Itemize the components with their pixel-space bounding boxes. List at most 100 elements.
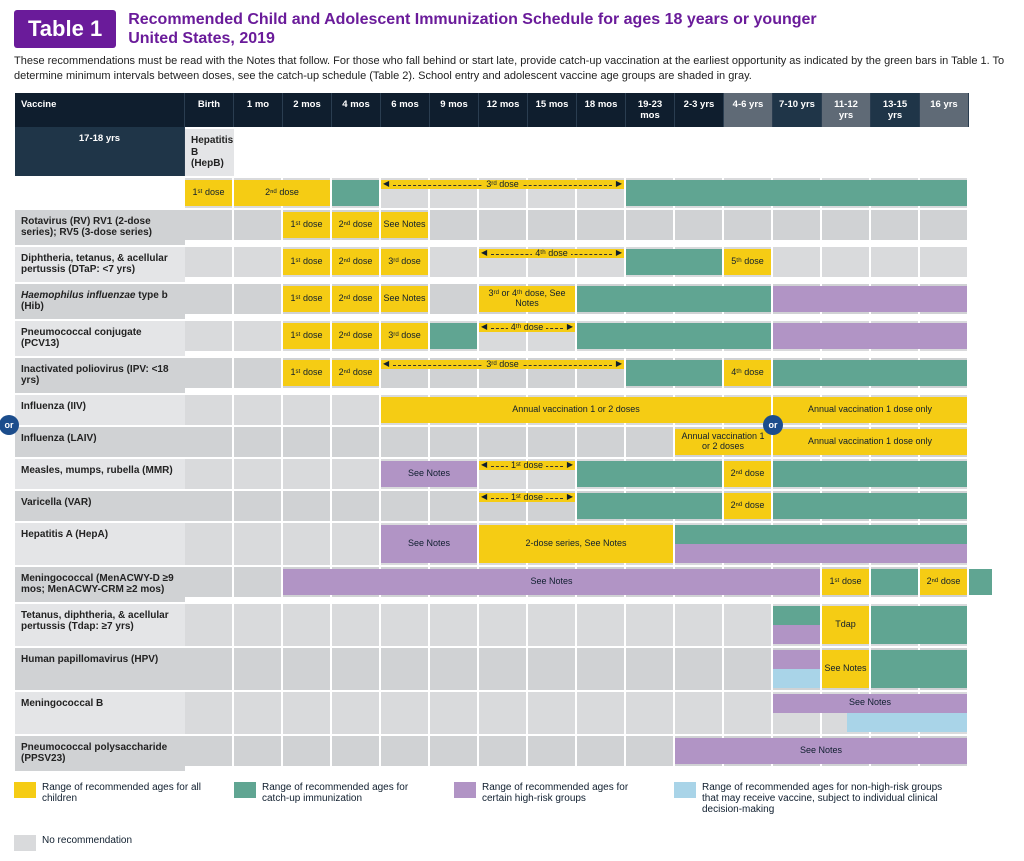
vaccine-name: Hepatitis B (HepB) [185,127,234,176]
dose-bar: 4ᵗʰ dose [479,249,624,259]
dose-bar: Annual vaccination 1 or 2 doses [675,429,771,455]
dose-bar: 2ⁿᵈ dose [332,286,379,312]
vaccine-name: Pneumococcal conjugate (PCV13) [15,319,185,356]
col-header: 18 mos [577,93,626,127]
dose-bar [773,461,967,487]
dose-bar [675,525,967,544]
vaccine-row: See Notes1ˢᵗ dose2ⁿᵈ dose [185,565,969,597]
col-header: 1 mo [234,93,283,127]
vaccine-row: 1ˢᵗ dose2ⁿᵈ dose3ʳᵈ dose [185,176,969,208]
vaccine-row: See Notes [185,646,969,690]
vaccine-row: Annual vaccination 1 or 2 dosesAnnual va… [185,425,969,457]
dose-bar: 1ˢᵗ dose [283,249,330,275]
col-header: 11-12 yrs [822,93,871,127]
dose-bar: Annual vaccination 1 or 2 doses [381,397,771,423]
legend-gray-label: No recommendation [42,835,132,846]
col-header: 2 mos [283,93,332,127]
dose-bar [773,625,820,644]
col-header: 2-3 yrs [675,93,724,127]
dose-bar: Annual vaccination 1 dose only [773,397,967,423]
dose-bar: 2-dose series, See Notes [479,525,673,563]
dose-bar: 1ˢᵗ dose [479,493,575,503]
dose-bar [773,650,820,669]
vaccine-row: Annual vaccination 1 or 2 dosesAnnual va… [185,393,969,425]
or-badge: or [763,415,783,435]
dose-bar: 1ˢᵗ dose [822,569,869,595]
dose-bar: See Notes [822,650,869,688]
legend-purple-label: Range of recommended ages for certain hi… [482,782,654,804]
dose-bar: 4ᵗʰ dose [479,323,575,333]
col-header: 9 mos [430,93,479,127]
dose-bar: 3ʳᵈ dose [381,360,624,370]
dose-bar: Tdap [822,606,869,644]
dose-bar: 2ⁿᵈ dose [332,249,379,275]
dose-bar: 1ˢᵗ dose [283,212,330,238]
title-lines: Recommended Child and Adolescent Immuniz… [128,10,816,48]
title-line-1: Recommended Child and Adolescent Immuniz… [128,10,816,29]
dose-bar [871,625,967,644]
dose-bar: 1ˢᵗ dose [479,461,575,471]
dose-bar: 1ˢᵗ dose [283,286,330,312]
schedule-grid: VaccineBirth1 mo2 mos4 mos6 mos9 mos12 m… [14,92,1010,772]
col-header: 19-23 mos [626,93,675,127]
col-header: 17-18 yrs [15,127,185,176]
dose-bar: 2ⁿᵈ dose [234,180,330,206]
col-header: 6 mos [381,93,430,127]
swatch-yellow [14,782,36,798]
dose-bar [773,286,967,312]
legend: Range of recommended ages for all childr… [14,782,1010,851]
vaccine-name: Meningococcal (MenACWY-D ≥9 mos; MenACWY… [15,565,185,602]
col-header: 13-15 yrs [871,93,920,127]
dose-bar [871,650,967,669]
vaccine-name: Varicella (VAR) [15,489,185,521]
vaccine-name: Influenza (IIV) [15,393,185,425]
vaccine-row: 1ˢᵗ dose2ⁿᵈ dose3ʳᵈ dose4ᵗʰ dose [185,356,969,388]
legend-yellow-label: Range of recommended ages for all childr… [42,782,214,804]
legend-blue-label: Range of recommended ages for non-high-r… [702,782,954,815]
dose-bar [847,713,968,732]
dose-bar: 3ʳᵈ or 4ᵗʰ dose, See Notes [479,286,575,312]
vaccine-name: Pneumococcal polysaccharide (PPSV23) [15,734,185,771]
dose-bar [577,493,722,519]
dose-bar: 3ʳᵈ dose [381,323,428,349]
dose-bar: 2ⁿᵈ dose [332,360,379,386]
dose-bar: Annual vaccination 1 dose only [773,429,967,455]
dose-bar [577,461,722,487]
vaccine-row: 1ˢᵗ dose2ⁿᵈ dose3ʳᵈ dose4ᵗʰ dose5ᵗʰ dose [185,245,969,277]
dose-bar [871,606,967,625]
swatch-green [234,782,256,798]
dose-bar: See Notes [381,525,477,563]
legend-gray: No recommendation [14,835,132,851]
vaccine-name: Influenza (LAIV) [15,425,185,457]
legend-green: Range of recommended ages for catch-up i… [234,782,434,804]
dose-bar [577,286,771,312]
legend-purple: Range of recommended ages for certain hi… [454,782,654,804]
dose-bar [675,544,967,563]
vaccine-name: Measles, mumps, rubella (MMR) [15,457,185,489]
swatch-gray [14,835,36,851]
dose-bar: 1ˢᵗ dose [185,180,232,206]
col-header: 12 mos [479,93,528,127]
vaccine-name: Hepatitis A (HepA) [15,521,185,565]
dose-bar: See Notes [283,569,820,595]
dose-bar [430,323,477,349]
dose-bar: 2ⁿᵈ dose [332,323,379,349]
col-header: 16 yrs [920,93,969,127]
dose-bar [871,569,918,595]
vaccine-row: See Notes2-dose series, See Notes [185,521,969,565]
dose-bar [332,180,379,206]
dose-bar: 2ⁿᵈ dose [724,461,771,487]
dose-bar: See Notes [773,694,967,713]
title-line-2: United States, 2019 [128,29,816,48]
table-badge: Table 1 [14,10,116,48]
col-header: 7-10 yrs [773,93,822,127]
dose-bar: 5ᵗʰ dose [724,249,771,275]
col-header: 15 mos [528,93,577,127]
vaccine-row: 1ˢᵗ dose2ⁿᵈ dose3ʳᵈ dose4ᵗʰ dose [185,319,969,351]
vaccine-row: 1ˢᵗ dose2ⁿᵈ dose [185,489,969,521]
dose-bar [871,669,967,688]
vaccine-name: Haemophilus influenzae type b (Hib) [15,282,185,319]
vaccine-row: See Notes1ˢᵗ dose2ⁿᵈ dose [185,457,969,489]
vaccine-row: 1ˢᵗ dose2ⁿᵈ doseSee Notes3ʳᵈ or 4ᵗʰ dose… [185,282,969,314]
col-header: 4 mos [332,93,381,127]
